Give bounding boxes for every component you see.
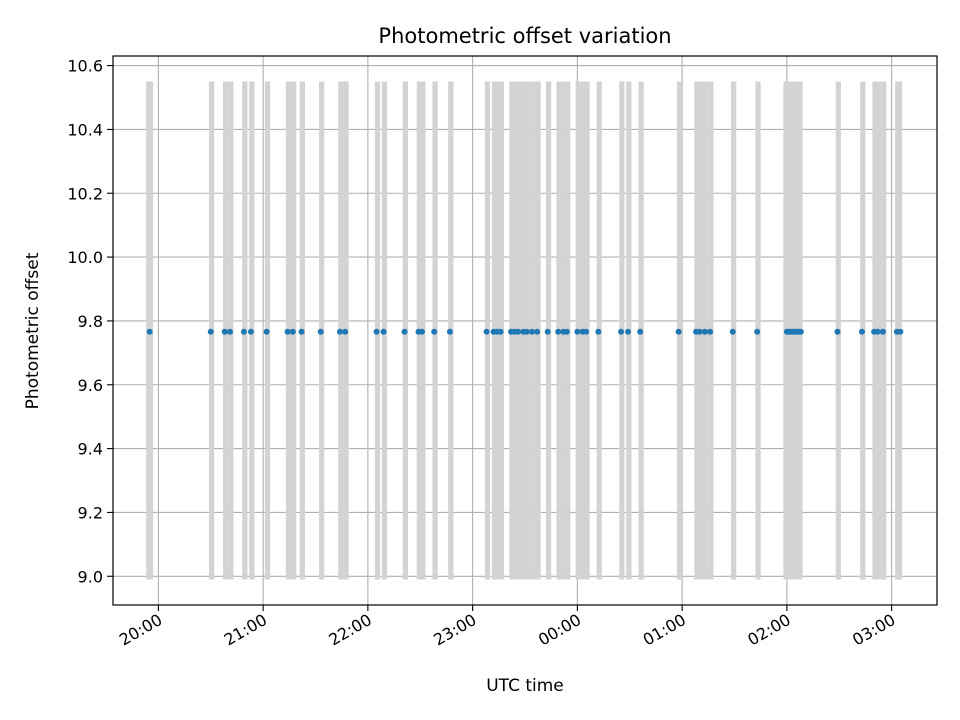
data-point xyxy=(240,328,247,335)
y-tick-label: 9.6 xyxy=(78,376,103,395)
data-point xyxy=(544,328,551,335)
data-point xyxy=(637,328,644,335)
data-point xyxy=(834,328,841,335)
data-point xyxy=(729,328,736,335)
x-axis-label: UTC time xyxy=(486,676,564,696)
data-point xyxy=(446,328,453,335)
data-point xyxy=(226,328,233,335)
data-point xyxy=(146,328,153,335)
data-point xyxy=(342,328,349,335)
data-point xyxy=(497,328,504,335)
data-point xyxy=(555,328,562,335)
data-point xyxy=(754,328,761,335)
x-tick-label: 22:00 xyxy=(325,610,374,650)
data-point xyxy=(563,328,570,335)
data-point xyxy=(625,328,631,335)
y-tick-label: 10.2 xyxy=(67,184,103,203)
chart-title: Photometric offset variation xyxy=(378,24,671,48)
data-point xyxy=(858,328,865,335)
data-point xyxy=(583,328,590,335)
x-tick-label: 02:00 xyxy=(744,610,793,650)
data-point xyxy=(317,328,324,335)
plot-frame xyxy=(112,55,938,606)
data-point xyxy=(574,328,581,335)
data-point xyxy=(336,328,343,335)
data-point xyxy=(419,328,425,335)
y-tick-label: 9.8 xyxy=(78,312,103,331)
y-tick-label: 10.6 xyxy=(67,57,103,76)
data-point xyxy=(247,328,254,335)
data-point xyxy=(431,328,438,335)
x-axis-ticks: 20:00 21:00 22:00 23:00 00:00 01:00 02:00 03:00 xyxy=(116,605,899,650)
y-axis-label: Photometric offset xyxy=(23,252,43,409)
x-tick-label: 23:00 xyxy=(430,610,479,650)
data-point xyxy=(523,328,530,335)
data-point xyxy=(595,328,602,335)
x-tick-label: 00:00 xyxy=(535,610,584,650)
x-tick-label: 21:00 xyxy=(221,610,270,650)
data-point xyxy=(207,328,214,335)
x-tick-label: 20:00 xyxy=(116,610,165,650)
y-tick-label: 9.0 xyxy=(78,567,103,586)
data-point xyxy=(879,328,886,335)
data-point xyxy=(483,328,490,335)
data-point xyxy=(675,328,682,335)
data-point xyxy=(401,328,408,335)
data-point xyxy=(797,328,804,335)
y-tick-label: 10.0 xyxy=(67,248,103,267)
data-point xyxy=(263,328,270,335)
y-tick-label: 9.4 xyxy=(78,440,103,459)
x-tick-label: 03:00 xyxy=(849,610,898,650)
y-tick-label: 10.4 xyxy=(67,120,103,139)
data-point xyxy=(874,328,881,335)
data-point xyxy=(289,328,296,335)
data-point xyxy=(897,328,904,335)
data-point xyxy=(696,328,703,335)
data-point xyxy=(528,328,535,335)
data-point xyxy=(284,328,291,335)
data-point xyxy=(707,328,714,335)
data-point xyxy=(618,328,625,335)
data-point xyxy=(298,328,305,335)
data-point xyxy=(701,328,708,335)
y-axis-ticks: 9.0 9.2 9.4 9.6 9.8 10.0 10.2 10.4 10.6 xyxy=(67,57,113,586)
y-tick-label: 9.2 xyxy=(78,503,103,522)
data-point xyxy=(534,328,541,335)
x-tick-label: 01:00 xyxy=(640,610,689,650)
data-point xyxy=(221,328,228,335)
data-point xyxy=(373,328,380,335)
data-point xyxy=(380,328,387,335)
data-point xyxy=(515,328,522,335)
data-points xyxy=(146,328,904,335)
